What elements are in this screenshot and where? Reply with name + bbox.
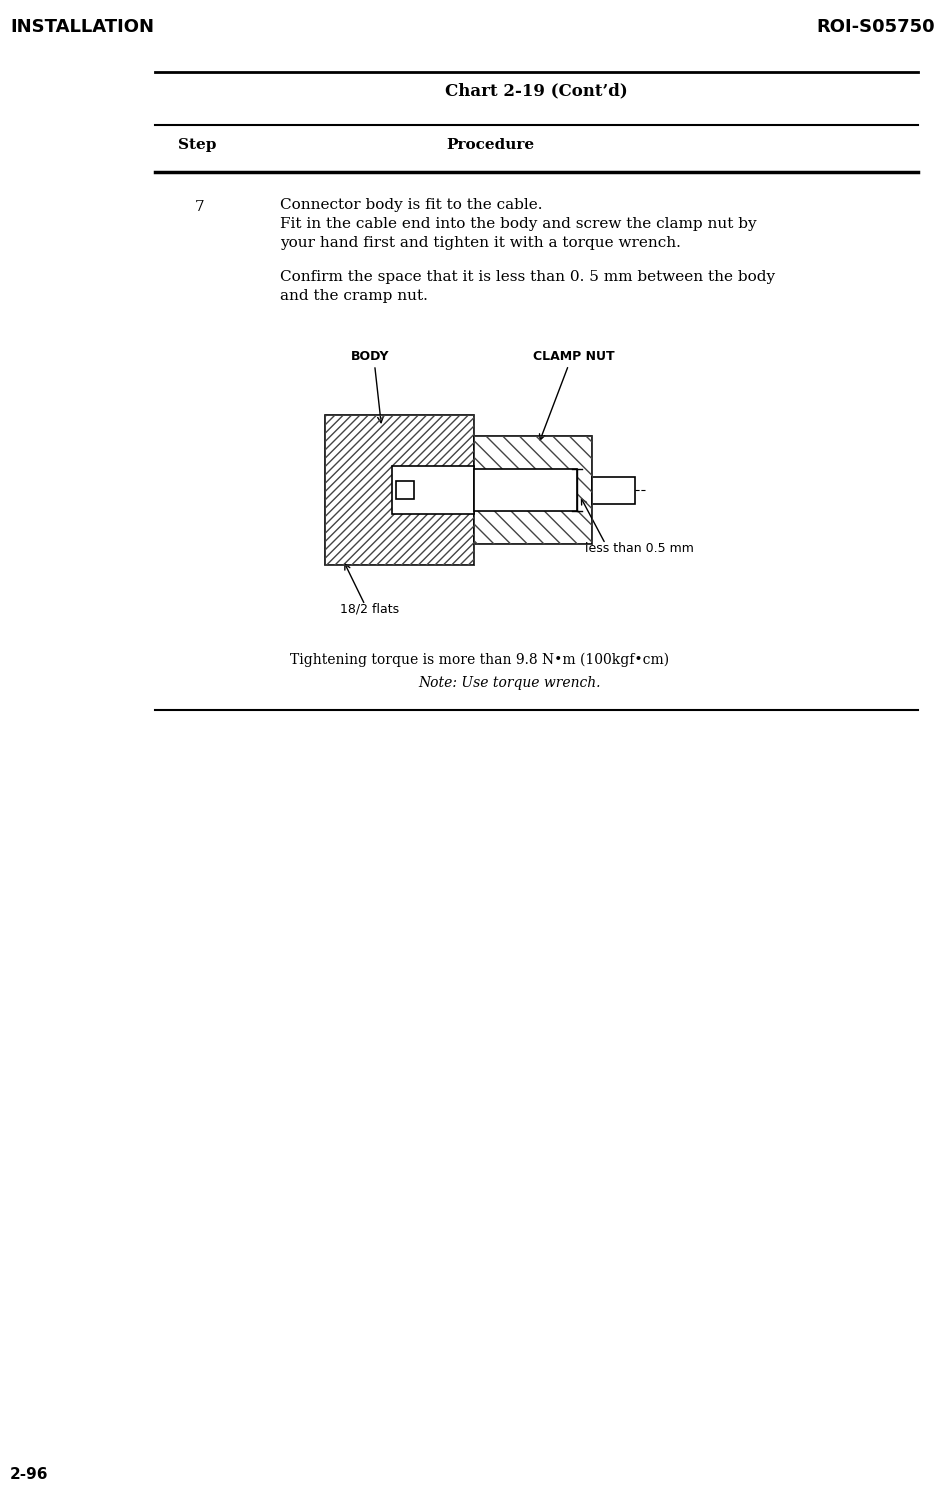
Text: 18/2 flats: 18/2 flats [340, 603, 398, 617]
Text: 7: 7 [195, 200, 205, 213]
Bar [325, 415, 473, 564]
Bar [473, 469, 577, 511]
Text: Connector body is fit to the cable.: Connector body is fit to the cable. [279, 199, 542, 212]
Text: INSTALLATION: INSTALLATION [10, 18, 154, 36]
Bar [473, 436, 591, 543]
Text: Confirm the space that it is less than 0. 5 mm between the body: Confirm the space that it is less than 0… [279, 270, 774, 284]
Text: CLAMP NUT: CLAMP NUT [532, 349, 614, 363]
Bar [392, 466, 473, 514]
Text: your hand first and tighten it with a torque wrench.: your hand first and tighten it with a to… [279, 236, 681, 249]
Text: BODY: BODY [350, 349, 389, 363]
Text: Note: Use torque wrench.: Note: Use torque wrench. [418, 676, 600, 690]
Text: and the cramp nut.: and the cramp nut. [279, 290, 428, 303]
Text: ROI-S05750: ROI-S05750 [816, 18, 934, 36]
Bar [325, 415, 473, 564]
Bar [473, 436, 591, 543]
Text: less than 0.5 mm: less than 0.5 mm [585, 542, 694, 555]
Text: 2-96: 2-96 [10, 1468, 48, 1483]
Text: Step: Step [177, 137, 216, 152]
Text: Procedure: Procedure [446, 137, 533, 152]
Text: Fit in the cable end into the body and screw the clamp nut by: Fit in the cable end into the body and s… [279, 216, 756, 231]
Text: Chart 2-19 (Cont’d): Chart 2-19 (Cont’d) [445, 82, 627, 99]
Bar [591, 476, 634, 503]
Text: Tightening torque is more than 9.8 N•m (100kgf•cm): Tightening torque is more than 9.8 N•m (… [290, 652, 669, 667]
Bar [396, 481, 413, 499]
Bar [473, 469, 577, 511]
